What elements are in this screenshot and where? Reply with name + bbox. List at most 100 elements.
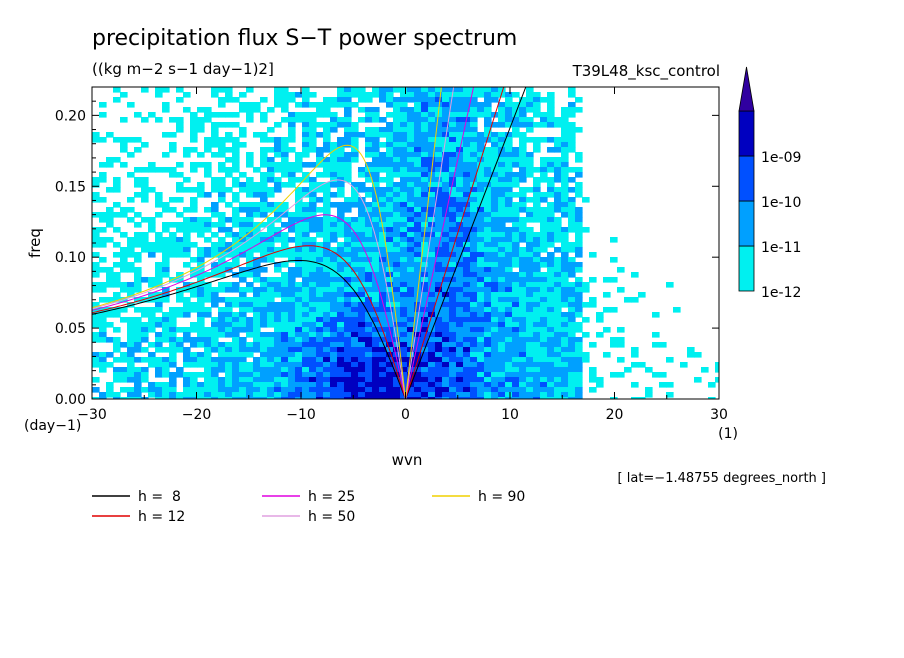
field-cell bbox=[575, 97, 583, 103]
field-cell bbox=[568, 92, 576, 98]
field-cell bbox=[442, 372, 450, 378]
field-cell bbox=[568, 127, 576, 133]
field-cell bbox=[379, 237, 387, 243]
field-cell bbox=[302, 172, 310, 178]
field-cell bbox=[190, 122, 198, 128]
field-cell bbox=[533, 392, 541, 398]
field-cell bbox=[260, 267, 268, 273]
field-cell bbox=[169, 197, 177, 203]
field-cell bbox=[568, 87, 576, 93]
field-cell bbox=[288, 252, 296, 258]
field-cell bbox=[309, 267, 317, 273]
field-cell bbox=[407, 302, 415, 308]
field-cell bbox=[225, 347, 233, 353]
field-cell bbox=[554, 322, 562, 328]
field-cell bbox=[456, 202, 464, 208]
field-cell bbox=[526, 162, 534, 168]
field-cell bbox=[680, 362, 688, 368]
field-cell bbox=[659, 342, 667, 348]
field-cell bbox=[498, 137, 506, 143]
field-cell bbox=[365, 387, 373, 393]
field-cell bbox=[323, 197, 331, 203]
field-cell bbox=[428, 232, 436, 238]
field-cell bbox=[253, 192, 261, 198]
field-cell bbox=[519, 142, 527, 148]
field-cell bbox=[302, 192, 310, 198]
field-cell bbox=[337, 247, 345, 253]
field-cell bbox=[99, 162, 107, 168]
field-cell bbox=[372, 112, 380, 118]
field-cell bbox=[260, 212, 268, 218]
field-cell bbox=[400, 357, 408, 363]
field-cell bbox=[260, 252, 268, 258]
field-cell bbox=[428, 317, 436, 323]
field-cell bbox=[232, 257, 240, 263]
field-cell bbox=[407, 252, 415, 258]
field-cell bbox=[652, 312, 660, 318]
field-cell bbox=[162, 382, 170, 388]
field-cell bbox=[211, 152, 219, 158]
field-cell bbox=[540, 317, 548, 323]
field-cell bbox=[225, 382, 233, 388]
field-cell bbox=[239, 362, 247, 368]
field-cell bbox=[169, 357, 177, 363]
field-cell bbox=[120, 257, 128, 263]
field-cell bbox=[414, 312, 422, 318]
field-cell bbox=[477, 197, 485, 203]
field-cell bbox=[407, 187, 415, 193]
field-cell bbox=[638, 292, 646, 298]
field-cell bbox=[463, 367, 471, 373]
field-cell bbox=[414, 367, 422, 373]
field-cell bbox=[477, 292, 485, 298]
field-cell bbox=[183, 237, 191, 243]
field-cell bbox=[449, 127, 457, 133]
field-cell bbox=[491, 327, 499, 333]
field-cell bbox=[309, 237, 317, 243]
field-cell bbox=[533, 277, 541, 283]
field-cell bbox=[190, 292, 198, 298]
field-cell bbox=[540, 292, 548, 298]
field-cell bbox=[435, 92, 443, 98]
field-cell bbox=[575, 342, 583, 348]
field-cell bbox=[232, 327, 240, 333]
field-cell bbox=[456, 347, 464, 353]
field-cell bbox=[344, 252, 352, 258]
field-cell bbox=[379, 207, 387, 213]
field-cell bbox=[407, 122, 415, 128]
field-cell bbox=[344, 347, 352, 353]
field-cell bbox=[484, 287, 492, 293]
field-cell bbox=[407, 322, 415, 328]
field-cell bbox=[645, 387, 653, 393]
field-cell bbox=[260, 247, 268, 253]
field-cell bbox=[239, 222, 247, 228]
field-cell bbox=[337, 232, 345, 238]
field-cell bbox=[421, 177, 429, 183]
field-cell bbox=[281, 117, 289, 123]
field-cell bbox=[687, 347, 695, 353]
field-cell bbox=[330, 122, 338, 128]
field-cell bbox=[134, 177, 142, 183]
field-cell bbox=[267, 227, 275, 233]
field-cell bbox=[281, 222, 289, 228]
field-cell bbox=[351, 227, 359, 233]
field-cell bbox=[232, 177, 240, 183]
field-cell bbox=[176, 392, 184, 398]
field-cell bbox=[330, 367, 338, 373]
field-cell bbox=[491, 137, 499, 143]
field-cell bbox=[470, 142, 478, 148]
field-cell bbox=[260, 232, 268, 238]
field-cell bbox=[169, 337, 177, 343]
field-cell bbox=[274, 382, 282, 388]
field-cell bbox=[232, 392, 240, 398]
field-cell bbox=[162, 397, 170, 399]
field-cell bbox=[309, 342, 317, 348]
field-cell bbox=[407, 262, 415, 268]
field-cell bbox=[344, 172, 352, 178]
field-cell bbox=[484, 212, 492, 218]
field-cell bbox=[407, 242, 415, 248]
field-cell bbox=[274, 282, 282, 288]
field-cell bbox=[379, 177, 387, 183]
field-cell bbox=[148, 342, 156, 348]
field-cell bbox=[253, 312, 261, 318]
field-cell bbox=[491, 122, 499, 128]
